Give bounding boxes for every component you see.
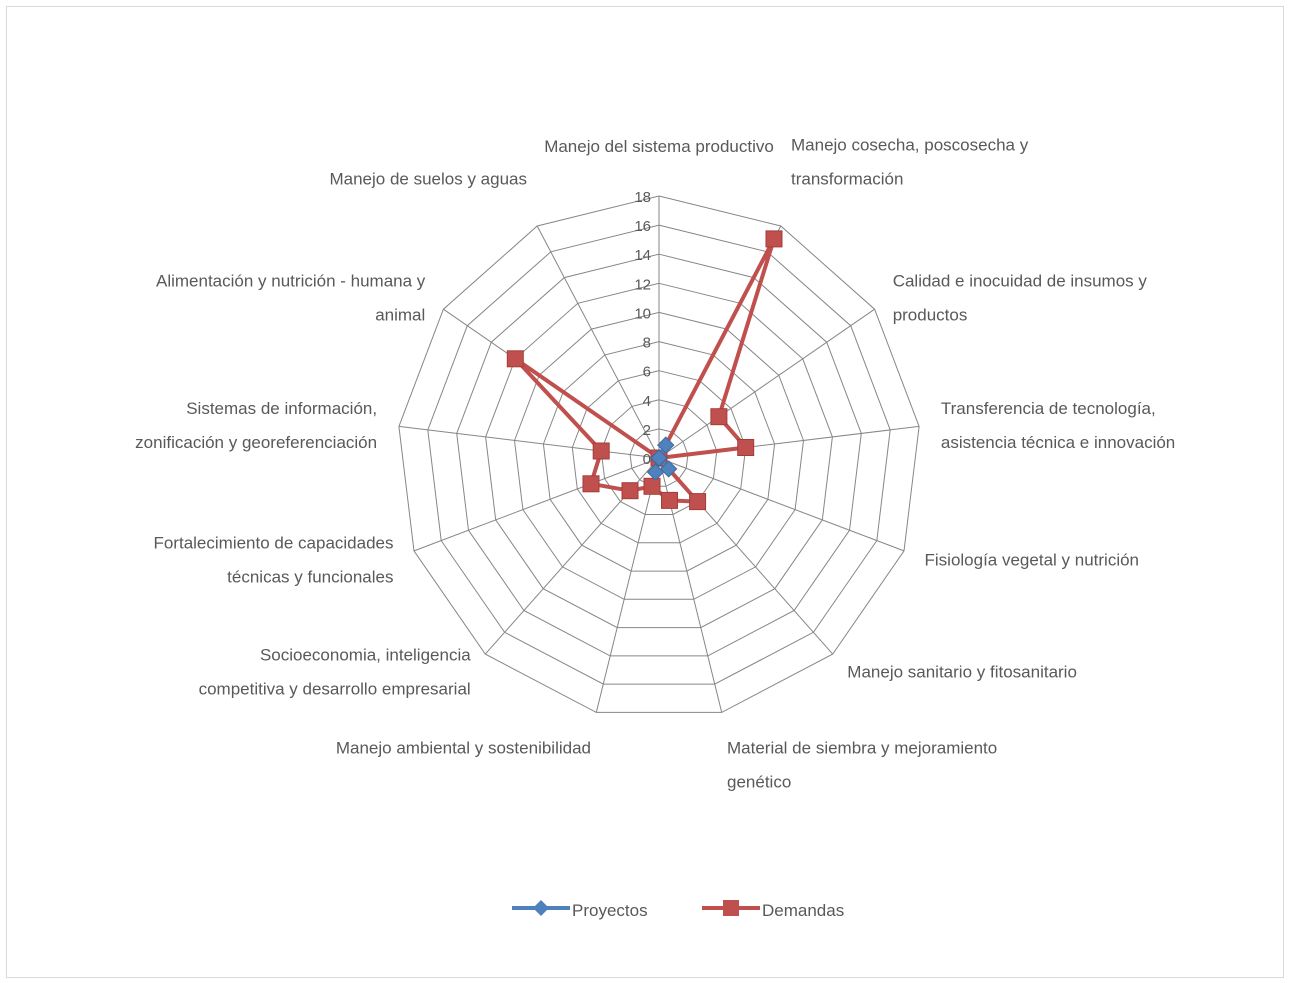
- data-point: [661, 491, 678, 509]
- grid-spoke: [413, 457, 660, 552]
- grid-ring: [571, 370, 747, 544]
- grid-ring: [485, 282, 833, 629]
- grid-spoke: [595, 457, 660, 713]
- legend-label-demandas: Demandas: [762, 901, 844, 920]
- tick-label: 0: [643, 451, 651, 468]
- tick-label: 10: [634, 305, 651, 322]
- data-point: [657, 436, 675, 454]
- grid-spoke: [658, 457, 905, 552]
- data-point: [689, 493, 707, 511]
- data-point: [710, 408, 728, 426]
- series: [506, 230, 783, 511]
- category-labels: Manejo del sistema productivo Manejo cose…: [135, 136, 1175, 792]
- category-label: Manejo sanitario y fitosanitario: [847, 663, 1077, 682]
- category-label: Fortalecimiento de capacidades técnicas y…: [153, 534, 393, 587]
- data-point: [737, 439, 755, 456]
- category-label: Manejo cosecha, poscosecha y transformaci…: [791, 136, 1029, 189]
- category-label: Socioeconomia, inteligencia competitiva y…: [199, 646, 472, 699]
- tick-label: 8: [643, 335, 651, 352]
- data-point: [621, 482, 639, 500]
- category-label: Manejo del sistema productivo: [544, 137, 774, 156]
- grid-ring: [427, 224, 891, 685]
- legend: Proyectos Demandas: [512, 900, 844, 920]
- data-point: [659, 460, 678, 478]
- grid-spoke: [536, 225, 660, 459]
- series-proyectos: [646, 436, 678, 481]
- data-point: [646, 463, 665, 481]
- radial-axis-ticks: 0 2 4 6 8 10 12 14 16 18: [634, 189, 651, 468]
- data-point: [643, 477, 661, 495]
- data-point: [592, 442, 610, 460]
- tick-label: 4: [643, 393, 651, 410]
- category-label: Alimentación y nutrición - humana y anima…: [156, 272, 426, 325]
- data-point: [506, 350, 524, 368]
- category-label: Calidad e inocuidad de insumos y producto…: [893, 272, 1148, 325]
- tick-label: 2: [643, 422, 651, 439]
- data-point: [765, 230, 783, 248]
- grid-ring: [398, 195, 920, 713]
- tick-label: 18: [634, 189, 651, 206]
- legend-item-demandas: Demandas: [702, 900, 844, 920]
- legend-item-proyectos: Proyectos: [512, 900, 648, 920]
- category-label: Sistemas de información, zonificación y g…: [135, 399, 377, 452]
- category-label: Material de siembra y mejoramiento genéti…: [727, 739, 997, 792]
- tick-label: 14: [634, 247, 651, 264]
- legend-marker-demandas: [723, 900, 739, 916]
- legend-label-proyectos: Proyectos: [572, 901, 648, 920]
- tick-label: 16: [634, 218, 651, 235]
- category-label: Fisiología vegetal y nutrición: [925, 551, 1140, 570]
- category-label: Manejo ambiental y sostenibilidad: [336, 739, 591, 758]
- tick-label: 6: [643, 364, 651, 381]
- category-label: Transferencia de tecnología, asistencia t…: [941, 399, 1175, 452]
- data-point: [582, 475, 600, 493]
- grid-ring: [513, 311, 805, 600]
- grid-spoke: [398, 425, 660, 459]
- grid-ring: [600, 399, 718, 515]
- tick-label: 12: [634, 276, 651, 293]
- grid-ring: [456, 253, 862, 657]
- legend-marker-proyectos: [533, 900, 549, 916]
- series-demandas: [506, 230, 783, 511]
- grid-spoke: [658, 308, 875, 459]
- grid-ring: [542, 341, 776, 572]
- category-label: Manejo de suelos y aguas: [329, 170, 527, 189]
- data-point: [650, 449, 668, 467]
